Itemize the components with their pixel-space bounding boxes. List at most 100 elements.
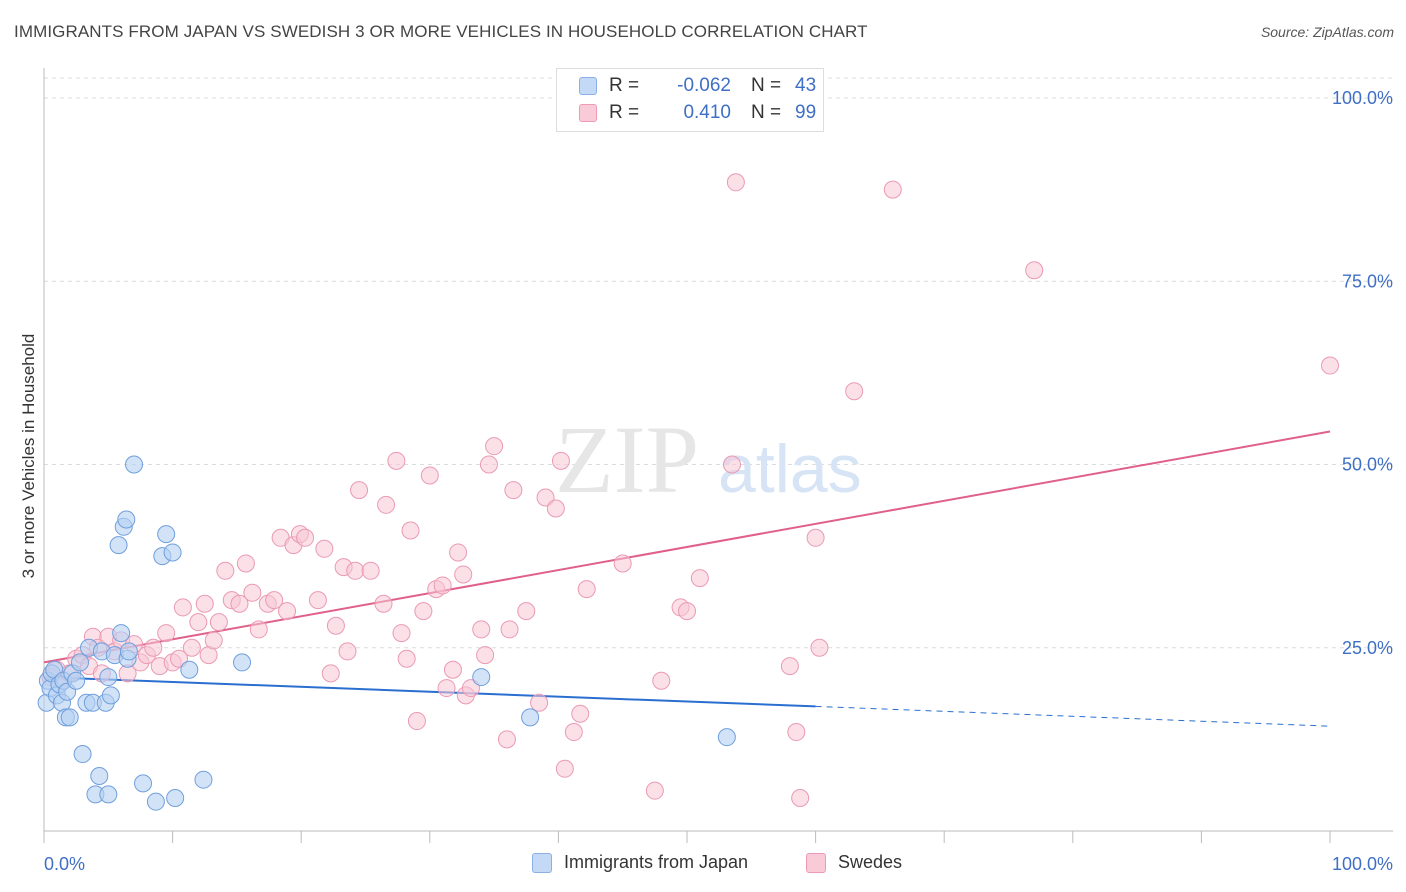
legend-swatch-japan <box>579 77 597 95</box>
data-point-swedes <box>810 638 829 657</box>
data-point-swedes <box>443 660 462 679</box>
data-point-swedes <box>377 495 396 514</box>
trend-line-japan <box>43 676 816 708</box>
data-point-swedes <box>723 455 742 474</box>
data-point-swedes <box>189 613 208 632</box>
data-point-swedes <box>613 554 632 573</box>
data-point-swedes <box>551 451 570 470</box>
data-point-swedes <box>479 455 498 474</box>
data-point-swedes <box>433 576 452 595</box>
data-point-swedes <box>652 671 671 690</box>
data-point-swedes <box>1321 356 1339 375</box>
data-point-swedes <box>437 679 456 698</box>
data-point-swedes <box>173 598 192 617</box>
data-point-swedes <box>321 664 340 683</box>
data-point-swedes <box>157 624 176 643</box>
data-point-swedes <box>536 488 555 507</box>
legend-item-japan: Immigrants from Japan <box>532 852 748 873</box>
data-point-swedes <box>278 602 297 621</box>
data-point-swedes <box>454 565 473 584</box>
data-point-japan <box>472 668 491 687</box>
watermark-atlas: atlas <box>718 431 862 507</box>
source-label: Source: ZipAtlas.com <box>1260 24 1394 40</box>
data-point-swedes <box>780 657 799 676</box>
chart-title: IMMIGRANTS FROM JAPAN VS SWEDISH 3 OR MO… <box>14 22 868 41</box>
data-point-japan <box>99 668 118 687</box>
data-point-swedes <box>787 723 806 742</box>
data-point-japan <box>60 708 79 727</box>
data-point-swedes <box>265 591 284 610</box>
data-point-swedes <box>407 712 426 731</box>
legend-r-label: R = <box>609 75 640 96</box>
data-point-japan <box>166 789 185 808</box>
data-point-swedes <box>195 594 214 613</box>
data-point-swedes <box>392 624 411 643</box>
data-point-swedes <box>308 591 327 610</box>
data-point-japan <box>194 770 213 789</box>
data-point-swedes <box>216 561 235 580</box>
data-point-japan <box>117 510 136 529</box>
data-point-swedes <box>209 613 228 632</box>
data-point-swedes <box>530 693 549 712</box>
data-point-swedes <box>387 451 406 470</box>
y-tick-label: 25.0% <box>1342 638 1393 658</box>
legend-row-japan: R = -0.062 N = 43 <box>579 73 816 99</box>
data-point-swedes <box>577 580 596 599</box>
legend-n-label: N = <box>751 75 782 96</box>
data-point-japan <box>73 745 92 764</box>
data-point-swedes <box>144 638 163 657</box>
data-point-swedes <box>883 180 902 199</box>
data-point-japan <box>119 642 138 661</box>
data-point-japan <box>67 671 86 690</box>
data-point-japan <box>99 785 118 804</box>
data-point-swedes <box>420 466 439 485</box>
data-point-swedes <box>546 499 565 518</box>
data-point-japan <box>233 653 252 672</box>
data-point-japan <box>163 543 182 562</box>
legend-r-label: R = <box>609 102 640 123</box>
tick-labels: 100.0% 75.0% 50.0% 25.0% 0.0% 100.0% <box>44 88 1393 874</box>
series-legend: Immigrants from Japan Swedes <box>0 852 1406 878</box>
data-point-swedes <box>350 481 369 500</box>
data-point-swedes <box>236 554 255 573</box>
data-point-japan <box>71 653 90 672</box>
watermark: ZIP atlas <box>555 406 862 513</box>
y-tick-label: 50.0% <box>1342 455 1393 475</box>
data-point-swedes <box>555 759 574 778</box>
data-point-swedes <box>182 638 201 657</box>
data-point-swedes <box>361 561 380 580</box>
legend-item-swedes: Swedes <box>806 852 902 873</box>
x-tick-label: 0.0% <box>44 854 85 874</box>
y-axis-label: 3 or more Vehicles in Household <box>19 334 38 579</box>
data-point-swedes <box>500 620 519 639</box>
data-point-swedes <box>326 616 345 635</box>
data-point-swedes <box>1025 261 1044 280</box>
trend-line-japan-extrapolated <box>815 705 1331 727</box>
legend-r-value: -0.062 <box>677 75 731 96</box>
x-tick-label: 100.0% <box>1332 854 1393 874</box>
data-point-swedes <box>170 649 189 668</box>
data-point-swedes <box>476 646 495 665</box>
data-point-japan <box>112 624 131 643</box>
correlation-legend: R = -0.062 N = 43 R = 0.410 N = 99 <box>556 68 824 132</box>
data-point-swedes <box>204 631 223 650</box>
data-point-swedes <box>243 583 262 602</box>
data-points <box>37 173 1339 811</box>
data-point-japan <box>146 792 165 811</box>
data-point-swedes <box>230 594 249 613</box>
data-point-swedes <box>564 723 583 742</box>
data-point-swedes <box>690 569 709 588</box>
data-point-swedes <box>315 539 334 558</box>
data-point-swedes <box>346 561 365 580</box>
data-point-swedes <box>497 730 516 749</box>
data-point-swedes <box>726 173 745 192</box>
data-point-swedes <box>806 528 825 547</box>
data-point-swedes <box>571 704 590 723</box>
data-point-japan <box>90 767 109 786</box>
data-point-swedes <box>338 642 357 661</box>
legend-swatch-swedes <box>579 104 597 122</box>
legend-row-swedes: R = 0.410 N = 99 <box>579 100 816 126</box>
data-point-swedes <box>401 521 420 540</box>
data-point-swedes <box>449 543 468 562</box>
